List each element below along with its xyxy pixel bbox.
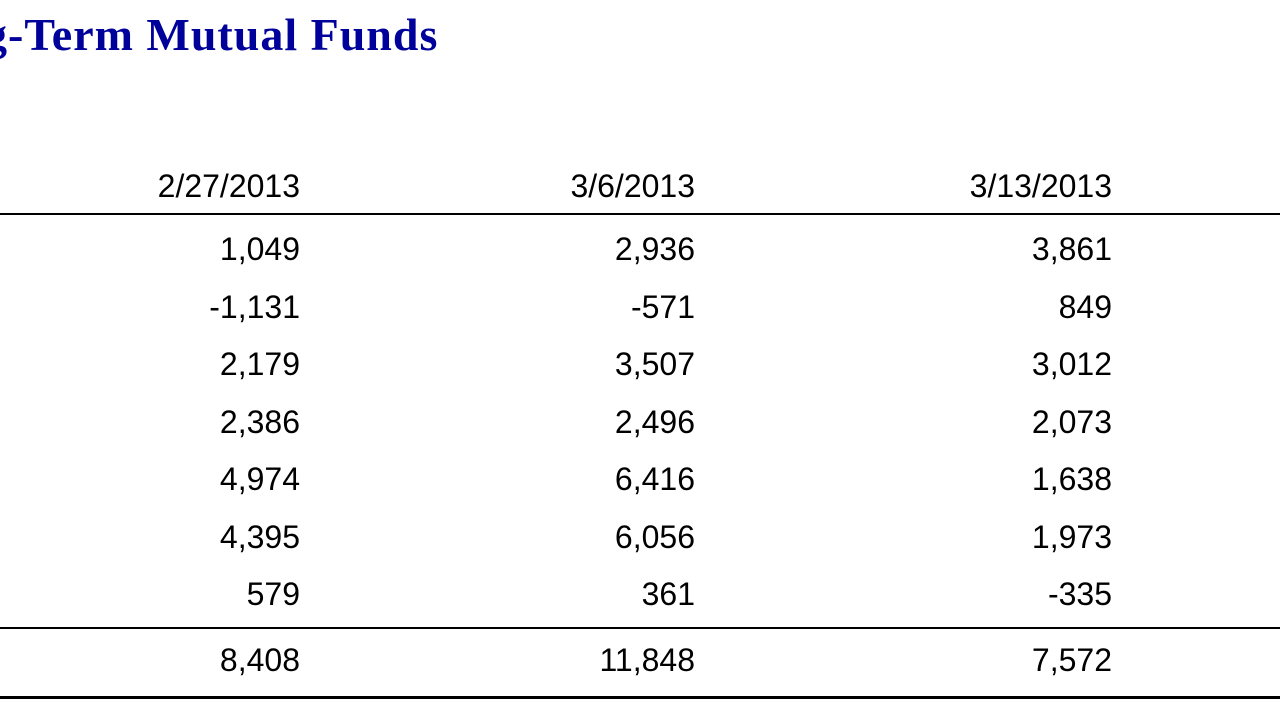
table-cell: -571 — [630, 288, 695, 325]
table-row: 2,386 2,496 2,073 — [0, 394, 1280, 452]
table-cell: 849 — [1058, 288, 1112, 325]
table-cell: 1,638 — [1031, 461, 1112, 497]
column-header: 3/6/2013 — [570, 168, 695, 204]
table-row: -1,131 -571 849 — [0, 279, 1280, 337]
total-cell: 8,408 — [219, 642, 300, 678]
table-cell: 2,179 — [219, 346, 300, 382]
column-header: 2/27/2013 — [157, 168, 300, 204]
table-cell: 6,416 — [614, 461, 695, 497]
total-cell: 7,572 — [1031, 642, 1112, 678]
table-body: 1,049 2,936 3,861 -1,131 -571 849 2,179 3,507 3,… — [0, 221, 1280, 624]
table-row: 2,179 3,507 3,012 — [0, 336, 1280, 394]
table-cell: 1,049 — [219, 231, 300, 267]
table-cell: 579 — [246, 576, 300, 612]
table-cell: 4,395 — [219, 518, 300, 555]
total-row: 8,408 11,848 7,572 — [0, 632, 1280, 688]
header-divider — [0, 213, 1280, 215]
table-cell: 2,386 — [219, 403, 300, 440]
bottom-divider — [0, 696, 1280, 699]
table-cell: 361 — [641, 576, 695, 612]
table-cell: -1,131 — [209, 288, 300, 325]
column-header: 3/13/2013 — [969, 168, 1112, 204]
table-cell: 4,974 — [219, 461, 300, 497]
table-cell: 6,056 — [614, 518, 695, 555]
table-cell: 3,861 — [1031, 231, 1112, 267]
table-cell: 3,012 — [1031, 346, 1112, 382]
table-cell: 3,507 — [614, 346, 695, 382]
table-row: 579 361 -335 — [0, 566, 1280, 624]
table-cell: 2,073 — [1031, 403, 1112, 440]
table-header-row: 2/27/2013 3/6/2013 3/13/2013 — [0, 160, 1280, 213]
table-row: 4,974 6,416 1,638 — [0, 451, 1280, 509]
table-row: 1,049 2,936 3,861 — [0, 221, 1280, 279]
page-title: g-Term Mutual Funds — [0, 9, 439, 60]
total-divider — [0, 627, 1280, 629]
table-cell: 2,496 — [614, 403, 695, 440]
total-cell: 11,848 — [599, 642, 696, 678]
table-cell: 1,973 — [1031, 518, 1112, 555]
table-cell: 2,936 — [614, 231, 695, 267]
table-cell: -335 — [1047, 576, 1112, 612]
table-row: 4,395 6,056 1,973 — [0, 509, 1280, 567]
